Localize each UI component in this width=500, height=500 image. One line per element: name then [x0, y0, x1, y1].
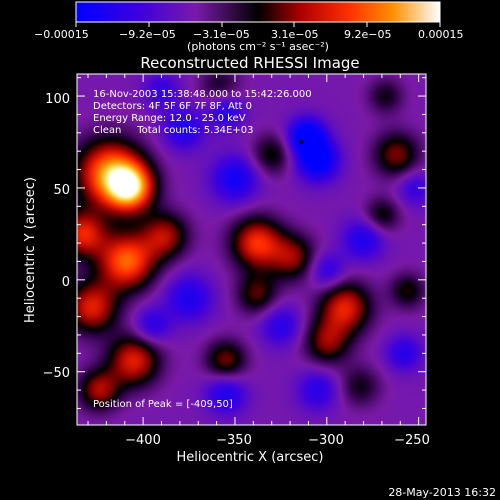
colorbar-tick-label: 0.00015 [418, 28, 464, 41]
annotation-time-range: 16-Nov-2003 15:38:48.000 to 15:42:26.000 [93, 89, 312, 100]
x-tick-label: −300 [308, 433, 344, 448]
colorbar-tick-label: −0.00015 [34, 28, 89, 41]
axis-ticks [77, 74, 426, 425]
y-tick-label: 100 [45, 92, 70, 107]
colorbar-units: (photons cm⁻² s⁻¹ asec⁻²) [187, 40, 329, 53]
plot-frame [76, 73, 427, 426]
y-axis-label: Heliocentric Y (arcsec) [23, 177, 38, 323]
peak-marker [299, 140, 303, 144]
x-tick-label: −400 [125, 433, 161, 448]
x-axis-label: Heliocentric X (arcsec) [177, 450, 324, 465]
heatmap-image [77, 74, 426, 425]
x-tick-label: −350 [216, 433, 252, 448]
annotation-block: 16-Nov-2003 15:38:48.000 to 15:42:26.000… [93, 89, 312, 410]
annotation-energy-range: Energy Range: 12.0 - 25.0 keV [93, 113, 246, 124]
chart-title: Reconstructed RHESSI Image [140, 54, 359, 72]
annotation-detectors: Detectors: 4F 5F 6F 7F 8F, Att 0 [93, 101, 252, 112]
colorbar-ticks [75, 22, 441, 27]
colorbar-tick-label: 9.2e−05 [344, 28, 391, 41]
y-tick-label: 0 [62, 275, 70, 290]
annotation-clean-counts: Clean Total counts: 5.34E+03 [93, 125, 253, 136]
y-tick-label: −50 [43, 366, 70, 381]
colorbar-tick-label: −9.2e−05 [119, 28, 176, 41]
footer-timestamp: 28-May-2013 16:32 [388, 486, 496, 499]
x-tick-label: −250 [394, 433, 430, 448]
colorbar-tick-label: −3.1e−05 [193, 28, 250, 41]
y-tick-label: 50 [53, 183, 70, 198]
colorbar-tick-label: 3.1e−05 [271, 28, 318, 41]
colorbar [75, 1, 441, 23]
annotation-peak-position: Position of Peak = [-409,50] [93, 399, 233, 410]
